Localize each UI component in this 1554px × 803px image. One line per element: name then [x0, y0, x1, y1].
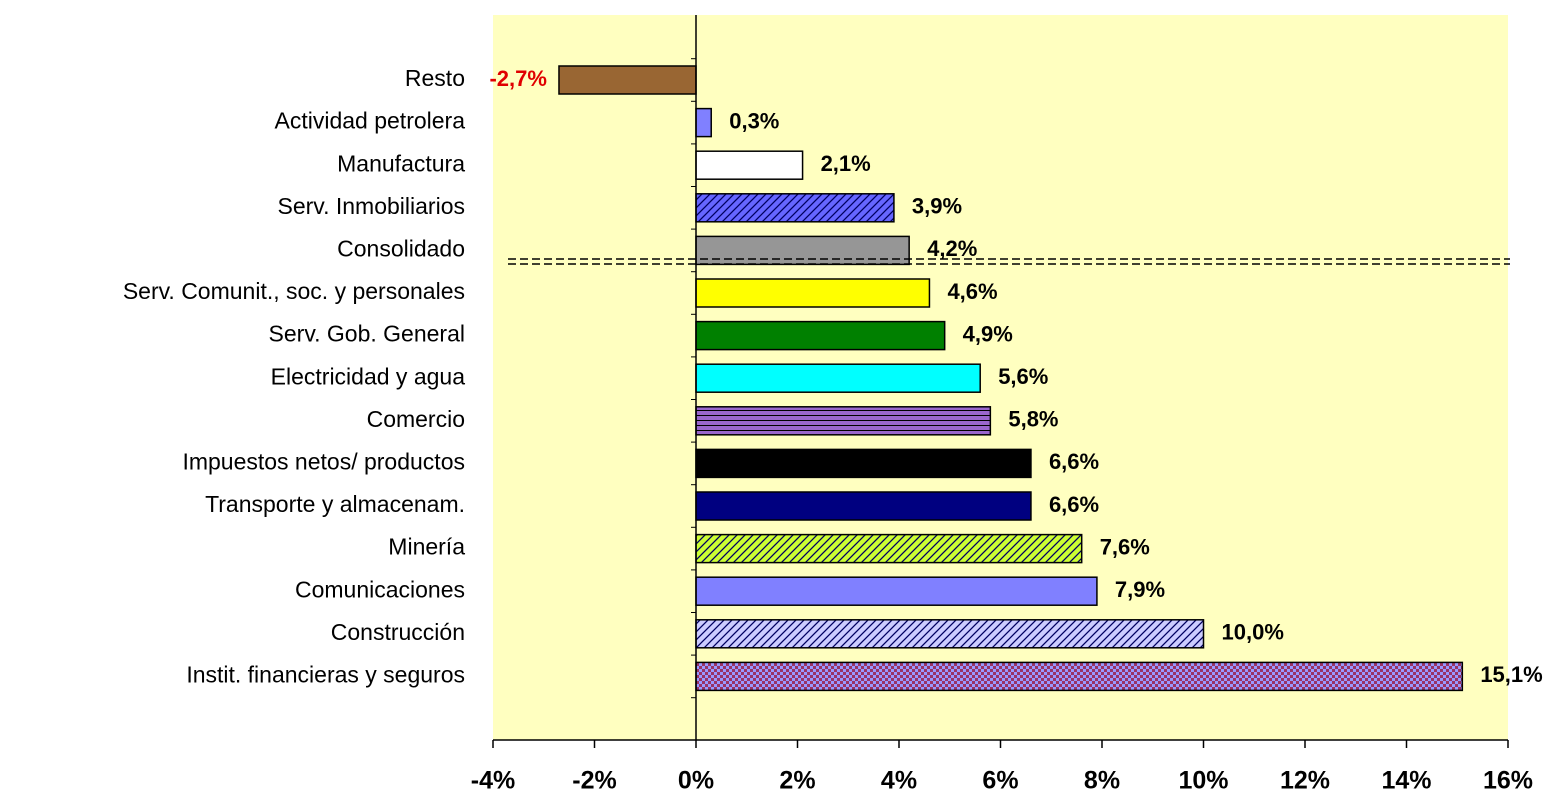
- bar: [695, 150, 804, 180]
- bar: [695, 619, 1205, 649]
- bar: [558, 65, 697, 95]
- bar: [695, 193, 895, 223]
- value-label: 4,2%: [927, 236, 977, 261]
- value-label: 10,0%: [1222, 620, 1284, 645]
- x-tick-label: 8%: [1084, 767, 1120, 795]
- category-label: Instit. financieras y seguros: [186, 661, 465, 687]
- category-label: Transporte y almacenam.: [205, 491, 465, 517]
- x-tick-label: -4%: [471, 767, 515, 795]
- category-label: Serv. Comunit., soc. y personales: [123, 278, 465, 304]
- bars: [558, 65, 1464, 692]
- value-label: 2,1%: [821, 151, 871, 176]
- bar: [695, 320, 946, 351]
- category-label: Actividad petrolera: [275, 108, 466, 134]
- x-tick-label: 6%: [982, 767, 1018, 795]
- bar: [695, 491, 1032, 521]
- value-label: 4,9%: [963, 321, 1013, 346]
- category-label: Resto: [405, 65, 465, 91]
- category-label: Serv. Gob. General: [269, 321, 465, 347]
- bar: [695, 661, 1464, 692]
- x-tick-label: -2%: [572, 767, 616, 795]
- value-label: 15,1%: [1480, 662, 1542, 687]
- category-label: Construcción: [331, 619, 465, 645]
- x-tick-label: 0%: [678, 767, 714, 795]
- value-label: 7,6%: [1100, 534, 1150, 559]
- category-label: Impuestos netos/ productos: [182, 448, 465, 474]
- category-label: Comunicaciones: [295, 576, 465, 602]
- x-tick-label: 16%: [1483, 767, 1533, 795]
- x-tick-label: 2%: [779, 767, 815, 795]
- category-label: Serv. Inmobiliarios: [278, 193, 465, 219]
- bar: [695, 107, 712, 138]
- bar: [695, 235, 910, 266]
- value-label: 5,6%: [998, 364, 1048, 389]
- x-tick-label: 4%: [881, 767, 917, 795]
- value-label: 3,9%: [912, 194, 962, 219]
- value-label: 6,6%: [1049, 449, 1099, 474]
- x-tick-label: 14%: [1381, 767, 1431, 795]
- x-tick-label: 10%: [1178, 767, 1228, 795]
- bar: [695, 363, 981, 393]
- x-tick-label: 12%: [1280, 767, 1330, 795]
- category-label: Consolidado: [337, 235, 465, 261]
- value-label: 5,8%: [1008, 407, 1058, 432]
- bar: [695, 406, 992, 436]
- value-label: 6,6%: [1049, 492, 1099, 517]
- bar: [695, 533, 1083, 564]
- value-label: -2,7%: [489, 66, 546, 91]
- value-label: 0,3%: [729, 108, 779, 133]
- value-label: 7,9%: [1115, 577, 1165, 602]
- bar: [695, 448, 1032, 479]
- category-label: Minería: [388, 534, 465, 560]
- category-label: Electricidad y agua: [271, 363, 466, 389]
- bar: [695, 278, 931, 308]
- category-label: Manufactura: [337, 150, 465, 176]
- category-label: Comercio: [367, 406, 465, 432]
- value-label: 4,6%: [947, 279, 997, 304]
- bar: [695, 576, 1098, 606]
